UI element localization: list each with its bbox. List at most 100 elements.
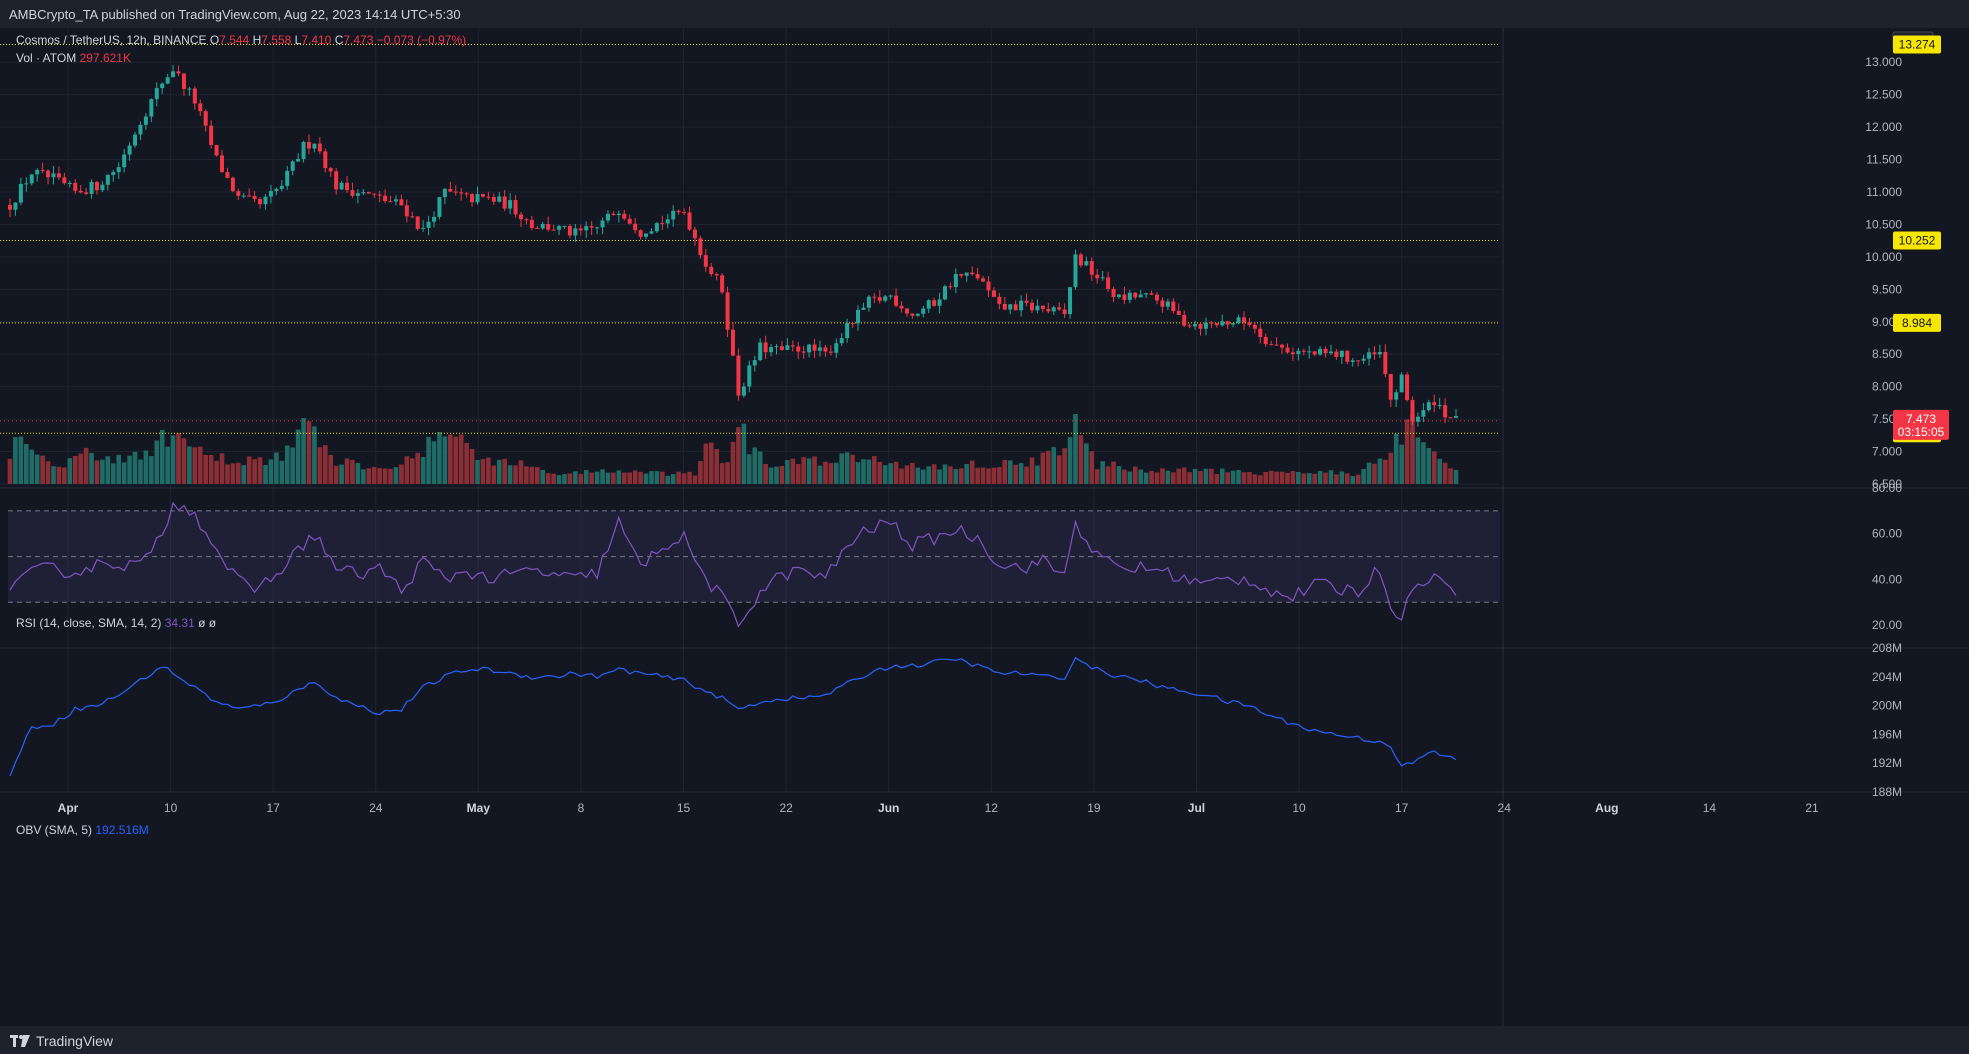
volume-bar bbox=[339, 464, 344, 484]
volume-bar bbox=[795, 464, 801, 484]
volume-bar bbox=[1214, 473, 1220, 484]
chart-canvas[interactable]: 6.5007.0007.5008.0008.5009.0009.50010.00… bbox=[0, 28, 1969, 1026]
volume-bar bbox=[1143, 472, 1149, 484]
brand-name: TradingView bbox=[36, 1033, 114, 1049]
candle-body bbox=[823, 347, 828, 352]
candle-body bbox=[1078, 254, 1083, 266]
candle-body bbox=[981, 278, 986, 282]
volume-bar bbox=[1230, 470, 1236, 484]
volume-bar bbox=[415, 452, 421, 484]
volume-bar bbox=[926, 466, 931, 484]
tradingview-logo[interactable]: TradingView bbox=[10, 1033, 113, 1049]
candle-body bbox=[1040, 305, 1045, 309]
candle-body bbox=[1269, 344, 1274, 346]
candle-body bbox=[345, 182, 350, 191]
candle-body bbox=[13, 202, 18, 210]
volume-bar bbox=[1116, 466, 1122, 484]
candle-body bbox=[1203, 322, 1208, 329]
candle-body bbox=[24, 183, 29, 185]
volume-bar bbox=[567, 473, 573, 484]
candle-body bbox=[769, 347, 774, 353]
obv-label: OBV (SMA, 5) bbox=[16, 823, 93, 837]
volume-bar bbox=[611, 472, 616, 484]
candle-body bbox=[508, 200, 513, 209]
candle-body bbox=[943, 286, 948, 300]
volume-bar bbox=[991, 467, 997, 484]
volume-bar bbox=[448, 434, 453, 484]
candle-body bbox=[970, 272, 975, 275]
candle-body bbox=[306, 141, 311, 149]
candle-body bbox=[1394, 392, 1399, 400]
volume-bar bbox=[1051, 447, 1057, 484]
chart-frame[interactable]: 6.500 7.000 7.500 8.000 8.500 9.000 9.500 10.00… bbox=[0, 28, 1969, 1026]
candle-body bbox=[1144, 293, 1149, 295]
candle-body bbox=[301, 141, 306, 159]
candle-body bbox=[660, 223, 665, 225]
volume-bar bbox=[94, 460, 100, 484]
candle-body bbox=[720, 275, 725, 293]
volume-bar bbox=[915, 467, 921, 484]
volume-bar bbox=[621, 472, 627, 484]
volume-bar bbox=[1007, 460, 1013, 484]
candle-body bbox=[812, 344, 817, 351]
volume-bar bbox=[1258, 475, 1263, 484]
candle-body bbox=[1247, 322, 1252, 325]
candle-body bbox=[725, 292, 730, 330]
candle-body bbox=[779, 346, 784, 350]
candle-body bbox=[1312, 351, 1317, 355]
volume-bar bbox=[959, 468, 964, 484]
volume-bar bbox=[844, 452, 850, 484]
candle-body bbox=[192, 88, 197, 104]
volume-bar bbox=[105, 456, 111, 484]
volume-bar bbox=[24, 444, 29, 484]
candle-body bbox=[937, 299, 942, 306]
candle-body bbox=[1002, 303, 1007, 310]
volume-bar bbox=[62, 467, 67, 484]
time-tick-label: 10 bbox=[1292, 801, 1306, 815]
change-value: −0.073 (−0.97%) bbox=[376, 33, 467, 47]
volume-bar bbox=[893, 461, 899, 484]
volume-bar bbox=[1176, 468, 1182, 484]
candle-body bbox=[1285, 347, 1290, 353]
top-bar: AMBCrypto_TA published on TradingView.co… bbox=[0, 0, 1969, 28]
volume-bar bbox=[1350, 476, 1356, 484]
candle-body bbox=[1437, 405, 1442, 407]
volume-bar bbox=[1165, 470, 1171, 484]
candle-body bbox=[535, 227, 540, 229]
candle-body bbox=[426, 221, 431, 228]
candle-body bbox=[383, 195, 388, 202]
volume-bar bbox=[1306, 473, 1312, 484]
candle-body bbox=[1106, 277, 1111, 289]
volume-bar bbox=[409, 458, 415, 484]
candle-body bbox=[752, 360, 757, 366]
time-tick-label: 22 bbox=[779, 801, 793, 815]
volume-bar bbox=[203, 454, 208, 484]
volume-bar bbox=[535, 467, 540, 484]
candle-body bbox=[46, 170, 51, 178]
volume-bar bbox=[1442, 462, 1448, 484]
price-tick-label: 7.000 bbox=[1872, 445, 1902, 459]
volume-bar bbox=[719, 463, 725, 484]
volume-bar bbox=[1241, 472, 1247, 484]
volume-bar bbox=[1312, 473, 1317, 484]
candle-body bbox=[817, 347, 822, 351]
candle-body bbox=[578, 228, 583, 231]
candle-body bbox=[1454, 415, 1458, 418]
volume-bar bbox=[491, 465, 497, 484]
candle-body bbox=[1301, 350, 1306, 352]
axes: 6.5007.0007.5008.0008.5009.0009.50010.00… bbox=[0, 28, 1969, 1026]
volume-bar bbox=[496, 459, 502, 484]
candle-body bbox=[888, 295, 893, 297]
candle-body bbox=[404, 205, 409, 217]
candle-body bbox=[1263, 336, 1268, 345]
volume-bar bbox=[920, 469, 926, 484]
candle-body bbox=[589, 226, 594, 228]
volume-bar bbox=[1094, 469, 1100, 484]
volume-bar bbox=[1377, 458, 1383, 484]
volume-bar bbox=[208, 454, 214, 484]
volume-bar bbox=[45, 461, 51, 484]
candle-body bbox=[866, 296, 871, 308]
candle-body bbox=[274, 188, 279, 192]
volume-bar bbox=[1383, 459, 1388, 484]
volume-bar bbox=[252, 459, 257, 484]
